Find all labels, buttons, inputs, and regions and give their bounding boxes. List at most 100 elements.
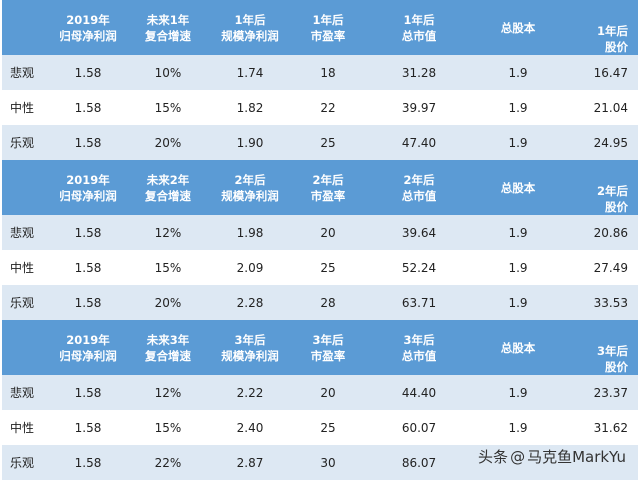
table-cell: 15%: [154, 420, 182, 435]
header-line: 3年后: [312, 332, 344, 347]
header-cell: 2年后 规模净利润: [210, 160, 290, 215]
table-cell: 21.04: [593, 100, 628, 115]
header-line: 未来3年: [146, 332, 190, 347]
table-cell: 1.82: [236, 100, 264, 115]
table-cell: 10%: [154, 65, 182, 80]
table-row: 中性 1.58 15% 2.09 25 52.24 1.9 27.49: [2, 250, 638, 285]
table-cell: 22: [320, 100, 336, 115]
header-cell: 1年后 市盈率: [290, 0, 366, 55]
table-cell: 1.58: [74, 225, 102, 240]
table-cell: 1.98: [236, 225, 264, 240]
header-line: 股价: [605, 360, 628, 374]
header-line: 1年后: [234, 12, 266, 27]
header-line: 总股本: [500, 20, 536, 35]
header-line: 1年后: [596, 24, 628, 38]
watermark-author: 马克鱼MarkYu: [527, 448, 626, 466]
header-cell: 1年后 规模净利润: [210, 0, 290, 55]
table-cell: 2.28: [236, 295, 264, 310]
table-cell: 28: [320, 295, 336, 310]
table-row: 乐观 1.58 20% 2.28 28 63.71 1.9 33.53: [2, 285, 638, 320]
table-cell: 1.9: [508, 100, 528, 115]
table-cell: 25: [320, 420, 336, 435]
table-cell: 15%: [154, 100, 182, 115]
header-line: 总股本: [500, 180, 536, 195]
header-cell: 未来1年 复合增速: [126, 0, 210, 55]
header-line: 3年后: [234, 332, 266, 347]
table-section: 2019年 归母净利润 未来3年 复合增速 3年后 规模净利润 3年后 市盈率 3年后 总市值 总股…: [2, 320, 638, 480]
table-cell: 1.9: [508, 225, 528, 240]
table-cell: 25: [320, 260, 336, 275]
header-line: 总股本: [500, 340, 536, 355]
header-cell: 2年后 股价: [564, 160, 638, 215]
table-cell: 60.07: [401, 420, 437, 435]
header-line: 3年后: [403, 332, 435, 347]
header-line: 未来2年: [146, 172, 190, 187]
header-line: 规模净利润: [221, 188, 279, 203]
header-cell: 3年后 市盈率: [290, 320, 366, 375]
header-line: 2年后: [234, 172, 266, 187]
scenario-label: 中性: [10, 421, 35, 435]
table-row: 乐观 1.58 20% 1.90 25 47.40 1.9 24.95: [2, 125, 638, 160]
table-cell: 2.40: [236, 420, 264, 435]
table-cell: 1.58: [74, 385, 102, 400]
header-line: 市盈率: [310, 28, 346, 43]
table-cell: 1.58: [74, 295, 102, 310]
table-cell: 39.64: [401, 225, 437, 240]
table-cell: 1.90: [236, 135, 264, 150]
header-line: 规模净利润: [221, 348, 279, 363]
header-row: 2019年 归母净利润 未来3年 复合增速 3年后 规模净利润 3年后 市盈率 3年后 总市值 总股…: [2, 320, 638, 375]
header-line: 股价: [605, 200, 628, 214]
header-line: 2019年: [66, 172, 110, 187]
table-cell: 24.95: [593, 135, 628, 150]
header-line: 未来1年: [146, 12, 190, 27]
header-line: 3年后: [596, 344, 628, 358]
table-cell: 52.24: [401, 260, 437, 275]
watermark: 头条 @ 马克鱼MarkYu: [478, 446, 626, 467]
table-cell: 27.49: [593, 260, 628, 275]
watermark-at: @: [510, 447, 526, 466]
watermark-prefix: 头条: [478, 448, 509, 466]
scenario-label: 中性: [10, 101, 35, 115]
header-cell: 2019年 归母净利润: [50, 320, 126, 375]
header-cell: [2, 0, 50, 55]
header-cell: 总股本: [472, 0, 564, 55]
header-line: 复合增速: [145, 188, 191, 203]
header-line: 2019年: [66, 332, 110, 347]
table-cell: 12%: [154, 385, 182, 400]
table-cell: 1.74: [236, 65, 264, 80]
header-line: 归母净利润: [59, 188, 117, 203]
table-cell: 23.37: [593, 385, 628, 400]
header-cell: 1年后 总市值: [366, 0, 472, 55]
header-cell: 总股本: [472, 160, 564, 215]
header-line: 2019年: [66, 12, 110, 27]
table-cell: 2.22: [236, 385, 264, 400]
table-cell: 1.58: [74, 135, 102, 150]
scenario-label: 悲观: [10, 66, 35, 80]
header-cell: 2年后 市盈率: [290, 160, 366, 215]
table-cell: 1.9: [508, 65, 528, 80]
scenario-label: 乐观: [10, 296, 35, 310]
table-section: 2019年 归母净利润 未来2年 复合增速 2年后 规模净利润 2年后 市盈率 2年后 总市值 总股…: [2, 160, 638, 320]
scenario-label: 悲观: [10, 226, 35, 240]
table-section: 2019年 归母净利润 未来1年 复合增速 1年后 规模净利润 1年后 市盈率 1年后 总市值 总股…: [2, 0, 638, 160]
table-cell: 1.9: [508, 295, 528, 310]
table-cell: 2.09: [236, 260, 264, 275]
scenario-label: 悲观: [10, 386, 35, 400]
table-cell: 18: [320, 65, 336, 80]
header-line: 复合增速: [145, 28, 191, 43]
header-row: 2019年 归母净利润 未来1年 复合增速 1年后 规模净利润 1年后 市盈率 1年后 总市值 总股…: [2, 0, 638, 55]
header-line: 总市值: [401, 348, 437, 363]
table-cell: 20%: [154, 295, 182, 310]
table-cell: 39.97: [401, 100, 437, 115]
table-cell: 63.71: [401, 295, 437, 310]
table-cell: 1.58: [74, 100, 102, 115]
header-cell: 总股本: [472, 320, 564, 375]
header-cell: [2, 320, 50, 375]
header-line: 总市值: [401, 188, 437, 203]
header-line: 归母净利润: [59, 28, 117, 43]
header-line: 总市值: [401, 28, 437, 43]
header-cell: 未来2年 复合增速: [126, 160, 210, 215]
header-cell: [2, 160, 50, 215]
header-cell: 1年后 股价: [564, 0, 638, 55]
header-cell: 3年后股价: [564, 320, 638, 375]
